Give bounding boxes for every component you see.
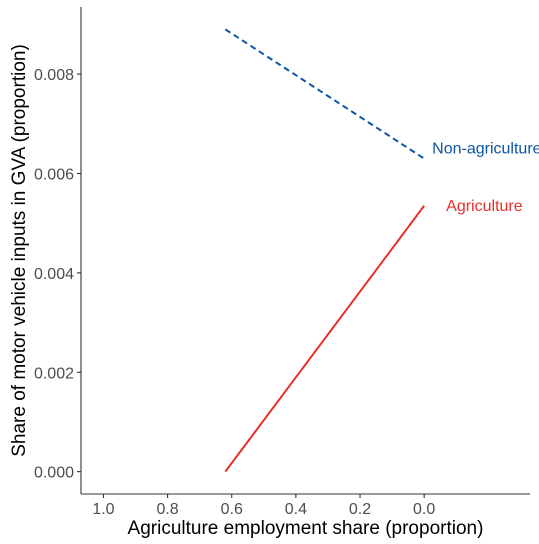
x-axis-title: Agriculture employment share (proportion… [128, 518, 484, 539]
x-tick-label: 0.6 [221, 501, 243, 518]
series-label: Non-agriculture [432, 141, 539, 158]
series-label: Agriculture [446, 198, 523, 215]
x-tick-label: 0.4 [285, 501, 307, 518]
series-lines [224, 28, 425, 473]
series-line-agriculture [224, 205, 425, 473]
y-tick-label: 0.006 [34, 166, 74, 183]
x-tick-label: 0.2 [349, 501, 371, 518]
x-tick-label: 1.0 [92, 501, 114, 518]
y-axis-title: Share of motor vehicle inputs in GVA (pr… [9, 44, 30, 457]
x-tick-label: 0.8 [156, 501, 178, 518]
x-tick-label: 0.0 [413, 501, 435, 518]
series-line-non-agriculture [224, 28, 425, 160]
y-tick-label: 0.000 [34, 465, 74, 482]
y-tick-label: 0.008 [34, 67, 74, 84]
axes: 0.000 0.002 0.004 0.006 0.008 1.0 0.8 0.6 0.4 0.2… [34, 7, 530, 518]
y-tick-label: 0.002 [34, 365, 74, 382]
series-labels: Non-agriculture Agriculture [432, 141, 539, 215]
y-tick-label: 0.004 [34, 266, 74, 283]
